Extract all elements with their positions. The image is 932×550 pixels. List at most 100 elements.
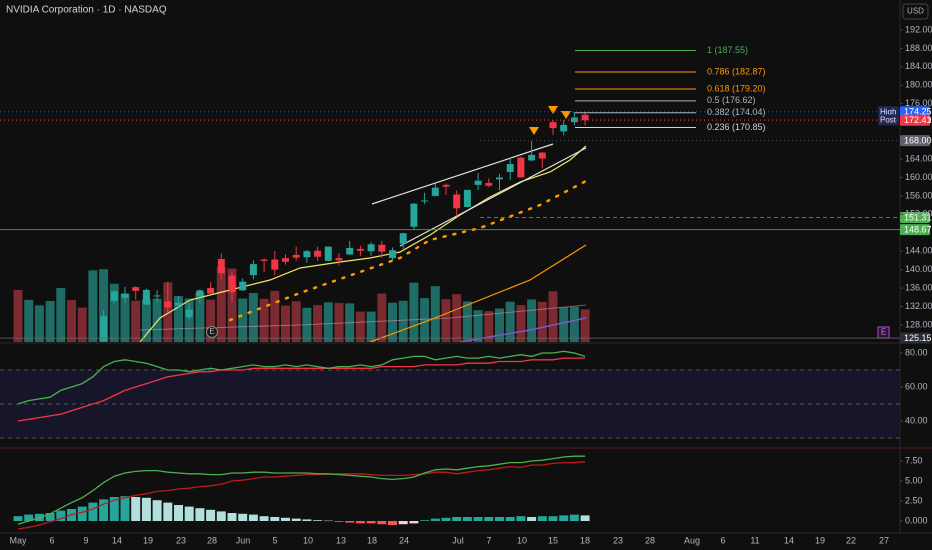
- candle-body: [346, 247, 354, 255]
- price-tag: [900, 332, 930, 344]
- volume-bar: [291, 301, 301, 342]
- macd-histogram-bar: [473, 517, 483, 521]
- volume-bar: [580, 309, 590, 342]
- x-tick-label: 6: [49, 535, 54, 545]
- x-tick-label: 28: [645, 535, 655, 545]
- price-tag-label: 174.25: [904, 107, 932, 117]
- event-label: E: [209, 327, 214, 336]
- price-tag-label: 168.00: [904, 135, 932, 145]
- x-tick-label: 6: [720, 535, 725, 545]
- volume-bar: [516, 305, 526, 342]
- x-tick-label: 5: [272, 535, 277, 545]
- ma-line: [139, 145, 587, 342]
- signal-triangle: [548, 106, 558, 114]
- volume-bar: [313, 305, 323, 342]
- y-tick-label: 5.00: [905, 475, 923, 485]
- macd-histogram-bar: [163, 502, 173, 521]
- volume-bar: [56, 287, 66, 342]
- volume-bar: [569, 306, 579, 342]
- macd-histogram-bar: [302, 519, 312, 521]
- candle-body: [303, 251, 311, 258]
- candle-body: [549, 122, 557, 129]
- x-tick-label: 23: [613, 535, 623, 545]
- macd-histogram-bar: [569, 514, 579, 521]
- candle-body: [506, 164, 514, 172]
- x-tick-label: 18: [367, 535, 377, 545]
- macd-histogram-bar: [452, 517, 462, 521]
- macd-histogram-bar: [195, 508, 205, 521]
- currency-box[interactable]: [902, 3, 929, 20]
- candle-body: [442, 184, 450, 187]
- volume-bar: [216, 267, 226, 342]
- fib-label: 0.786 (182.87): [707, 66, 766, 76]
- volume-bar: [398, 300, 408, 342]
- event-icon[interactable]: E: [877, 326, 890, 339]
- indicator-line: [17, 455, 586, 525]
- macd-histogram-bar: [174, 505, 183, 521]
- macd-histogram-bar: [24, 514, 34, 521]
- volume-bar: [77, 307, 87, 342]
- macd-histogram-bar: [216, 511, 226, 521]
- x-tick-label: Jul: [452, 535, 464, 545]
- volume: [13, 267, 590, 342]
- volume-bar: [484, 311, 494, 342]
- macd-histogram-bar: [45, 513, 55, 521]
- chart-title: NVIDIA Corporation · 1D · NASDAQ: [6, 5, 167, 16]
- candle-body: [196, 290, 204, 297]
- volume-bar: [334, 302, 344, 342]
- x-tick-label: 27: [879, 535, 889, 545]
- candle-body: [453, 194, 461, 209]
- macd-histogram-bar: [537, 516, 547, 521]
- candle-body: [421, 200, 429, 202]
- volume-bar: [366, 311, 376, 342]
- x-tick-label: 22: [846, 535, 856, 545]
- candle-body: [132, 287, 140, 291]
- x-tick-label: 9: [83, 535, 88, 545]
- candle-body: [463, 189, 471, 207]
- macd-histogram-bar: [259, 516, 269, 521]
- candle-body: [431, 187, 439, 196]
- x-tick-label: 24: [399, 535, 409, 545]
- macd-histogram-bar: [334, 521, 344, 522]
- price-tag-name: High: [880, 107, 896, 116]
- macd-histogram-bar: [505, 517, 515, 521]
- candle-body: [324, 246, 332, 261]
- macd-histogram-bar: [355, 521, 365, 524]
- candle-body: [581, 114, 589, 121]
- event-icon[interactable]: E: [206, 326, 218, 338]
- macd-histogram-bar: [56, 510, 66, 521]
- y-tick-label: 2.50: [905, 495, 923, 505]
- macd-histogram-bar: [109, 497, 119, 521]
- candle-body: [164, 301, 172, 308]
- macd-histogram-bar: [227, 513, 237, 521]
- macd-histogram-bar: [313, 520, 323, 521]
- volume-bar: [355, 311, 365, 342]
- volume-bar: [270, 290, 280, 342]
- volume-bar: [377, 293, 387, 342]
- y-tick-label: 136.00: [905, 282, 932, 292]
- macd-histogram-bar: [248, 514, 258, 521]
- fib-label: 1 (187.55): [707, 45, 748, 55]
- indicator-line: [17, 350, 586, 405]
- x-tick-label: 18: [580, 535, 590, 545]
- macd-histogram-bar: [131, 497, 141, 521]
- x-tick-label: 10: [303, 535, 313, 545]
- price-tag: [900, 135, 930, 147]
- candle-body: [239, 281, 247, 291]
- candle-body: [314, 250, 322, 257]
- volume-bar: [195, 292, 205, 342]
- candle-body: [207, 288, 215, 294]
- x-tick-label: May: [9, 535, 27, 545]
- x-tick-label: Aug: [684, 535, 700, 545]
- candle-body: [570, 117, 578, 123]
- macd-histogram-bar: [345, 521, 355, 523]
- candle-body: [110, 291, 118, 301]
- volume-bar: [13, 289, 23, 342]
- y-tick-label: 188.00: [905, 43, 932, 53]
- signal-triangle: [529, 127, 539, 135]
- macd-histogram-bar: [120, 496, 130, 521]
- volume-bar: [131, 300, 141, 342]
- volume-bar: [34, 305, 44, 342]
- signal-triangle: [561, 111, 571, 119]
- x-tick-label: 11: [750, 535, 759, 545]
